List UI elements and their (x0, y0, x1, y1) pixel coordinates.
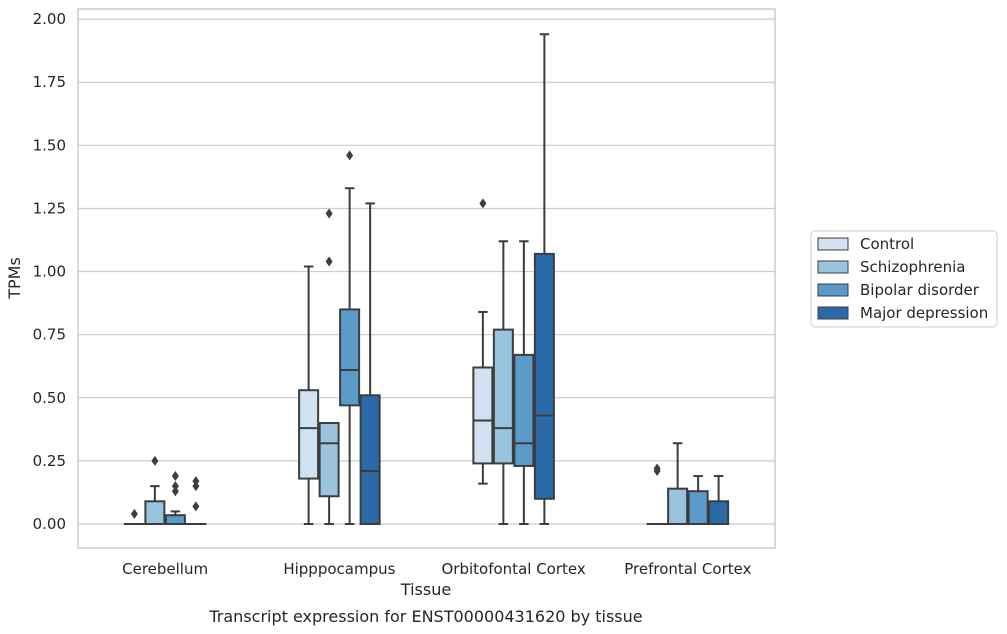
y-tick-label: 1.50 (33, 136, 66, 154)
y-tick-label: 1.00 (33, 263, 66, 281)
box-body (492, 328, 514, 465)
legend-label: Schizophrenia (860, 258, 965, 276)
box-body (513, 353, 535, 467)
outlier-point (325, 256, 333, 267)
x-axis-ticks: Cerebellum Hipppocampus Orbitofontal Corte… (122, 560, 751, 578)
box-schizophrenia (318, 208, 340, 526)
boxes (123, 33, 730, 526)
y-tick-label: 0.75 (33, 326, 66, 344)
box-control (472, 198, 494, 485)
y-tick-label: 0.50 (33, 389, 66, 407)
box-body (472, 366, 494, 465)
legend-frame (810, 230, 998, 328)
legend-label: Control (860, 235, 914, 253)
legend-swatch (817, 260, 849, 274)
y-tick-label: 0.25 (33, 452, 66, 470)
legend-swatch (817, 306, 849, 320)
gridlines (78, 18, 775, 525)
box-body (667, 487, 689, 526)
box-control (123, 508, 145, 526)
x-tick-label: Cerebellum (122, 560, 208, 578)
outlier-point (171, 471, 179, 482)
outlier-point (192, 501, 200, 512)
box-body (687, 490, 709, 526)
y-axis-label: TPMs (5, 257, 24, 300)
y-tick-label: 1.75 (33, 73, 66, 91)
outlier-point (346, 150, 354, 161)
y-tick-label: 1.25 (33, 199, 66, 217)
legend-label: Major depression (860, 304, 988, 322)
x-tick-label: Prefrontal Cortex (624, 560, 751, 578)
legend: Control Schizophrenia Bipolar disorder Majo… (810, 230, 998, 328)
box-body (144, 500, 166, 526)
box-bipolar-disorder (164, 471, 186, 526)
x-tick-label: Orbitofontal Cortex (442, 560, 586, 578)
outlier-point (171, 486, 179, 497)
outlier-point (653, 463, 661, 474)
outlier-point (479, 198, 487, 209)
legend-swatch (817, 283, 849, 297)
box-major-depression (359, 202, 381, 526)
box-major-depression (533, 33, 555, 526)
box-body (359, 394, 381, 526)
y-axis-ticks: 0.00 0.25 0.50 0.75 1.00 1.25 1.50 1.75 2.00 (33, 10, 66, 533)
outlier-point (171, 481, 179, 492)
box-major-depression (708, 475, 730, 526)
legend-swatch (817, 237, 849, 251)
box-control (298, 265, 320, 526)
y-tick-label: 2.00 (33, 10, 66, 28)
box-body (533, 252, 555, 500)
box-bipolar-disorder (339, 150, 361, 526)
box-schizophrenia (144, 455, 166, 526)
box-bipolar-disorder (513, 240, 535, 526)
x-tick-label: Hipppocampus (283, 560, 395, 578)
outlier-point (325, 208, 333, 219)
outlier-point (192, 476, 200, 487)
chart-caption: Transcript expression for ENST0000043162… (208, 607, 642, 626)
box-schizophrenia (667, 442, 689, 526)
legend-label: Bipolar disorder (860, 281, 980, 299)
outlier-point (192, 481, 200, 492)
outlier-point (151, 455, 159, 466)
box-body (339, 308, 361, 407)
box-bipolar-disorder (687, 475, 709, 526)
box-body (298, 389, 320, 480)
box-control (646, 463, 668, 526)
box-body (708, 500, 730, 526)
box-body (318, 422, 340, 498)
box-major-depression (185, 476, 207, 526)
x-axis-label: Tissue (400, 580, 451, 599)
plot-frame (77, 8, 776, 549)
box-schizophrenia (492, 240, 514, 526)
outlier-point (130, 508, 138, 519)
y-tick-label: 0.00 (33, 515, 66, 533)
box-body (164, 514, 186, 526)
